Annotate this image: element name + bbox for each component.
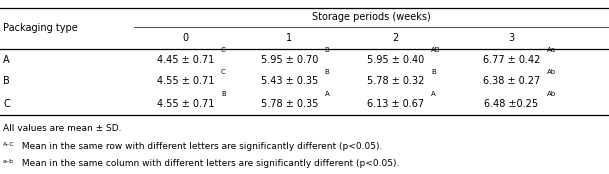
Text: Ab: Ab [547, 69, 556, 74]
Text: C: C [221, 47, 226, 53]
Text: 5.43 ± 0.35: 5.43 ± 0.35 [261, 76, 318, 86]
Text: A: A [3, 55, 10, 65]
Text: 4.55 ± 0.71: 4.55 ± 0.71 [157, 76, 214, 86]
Text: 4.45 ± 0.71: 4.45 ± 0.71 [157, 55, 214, 65]
Text: Storage periods (weeks): Storage periods (weeks) [312, 12, 431, 22]
Text: Packaging type: Packaging type [3, 23, 78, 33]
Text: Mean in the same row with different letters are significantly different (p<0.05): Mean in the same row with different lett… [19, 142, 383, 151]
Text: B: B [325, 47, 329, 53]
Text: B: B [221, 91, 226, 97]
Text: A–C: A–C [3, 142, 15, 147]
Text: 5.95 ± 0.40: 5.95 ± 0.40 [367, 55, 424, 65]
Text: A: A [325, 91, 329, 97]
Text: Mean in the same column with different letters are significantly different (p<0.: Mean in the same column with different l… [19, 159, 400, 168]
Text: 0: 0 [183, 33, 189, 43]
Text: Aa: Aa [547, 47, 556, 53]
Text: a–b: a–b [3, 159, 14, 164]
Text: B: B [431, 69, 436, 74]
Text: 3: 3 [509, 33, 515, 43]
Text: C: C [3, 98, 10, 109]
Text: All values are mean ± SD.: All values are mean ± SD. [3, 124, 122, 133]
Text: C: C [221, 69, 226, 74]
Text: 5.78 ± 0.32: 5.78 ± 0.32 [367, 76, 424, 86]
Text: A: A [431, 91, 436, 97]
Text: 4.55 ± 0.71: 4.55 ± 0.71 [157, 98, 214, 109]
Text: 6.13 ± 0.67: 6.13 ± 0.67 [367, 98, 424, 109]
Text: Ab: Ab [547, 91, 556, 97]
Text: 1: 1 [286, 33, 292, 43]
Text: 6.38 ± 0.27: 6.38 ± 0.27 [483, 76, 540, 86]
Text: 2: 2 [393, 33, 399, 43]
Text: 6.48 ±0.25: 6.48 ±0.25 [485, 98, 538, 109]
Text: 5.78 ± 0.35: 5.78 ± 0.35 [261, 98, 318, 109]
Text: B: B [325, 69, 329, 74]
Text: AB: AB [431, 47, 441, 53]
Text: B: B [3, 76, 10, 86]
Text: 6.77 ± 0.42: 6.77 ± 0.42 [483, 55, 540, 65]
Text: 5.95 ± 0.70: 5.95 ± 0.70 [261, 55, 318, 65]
